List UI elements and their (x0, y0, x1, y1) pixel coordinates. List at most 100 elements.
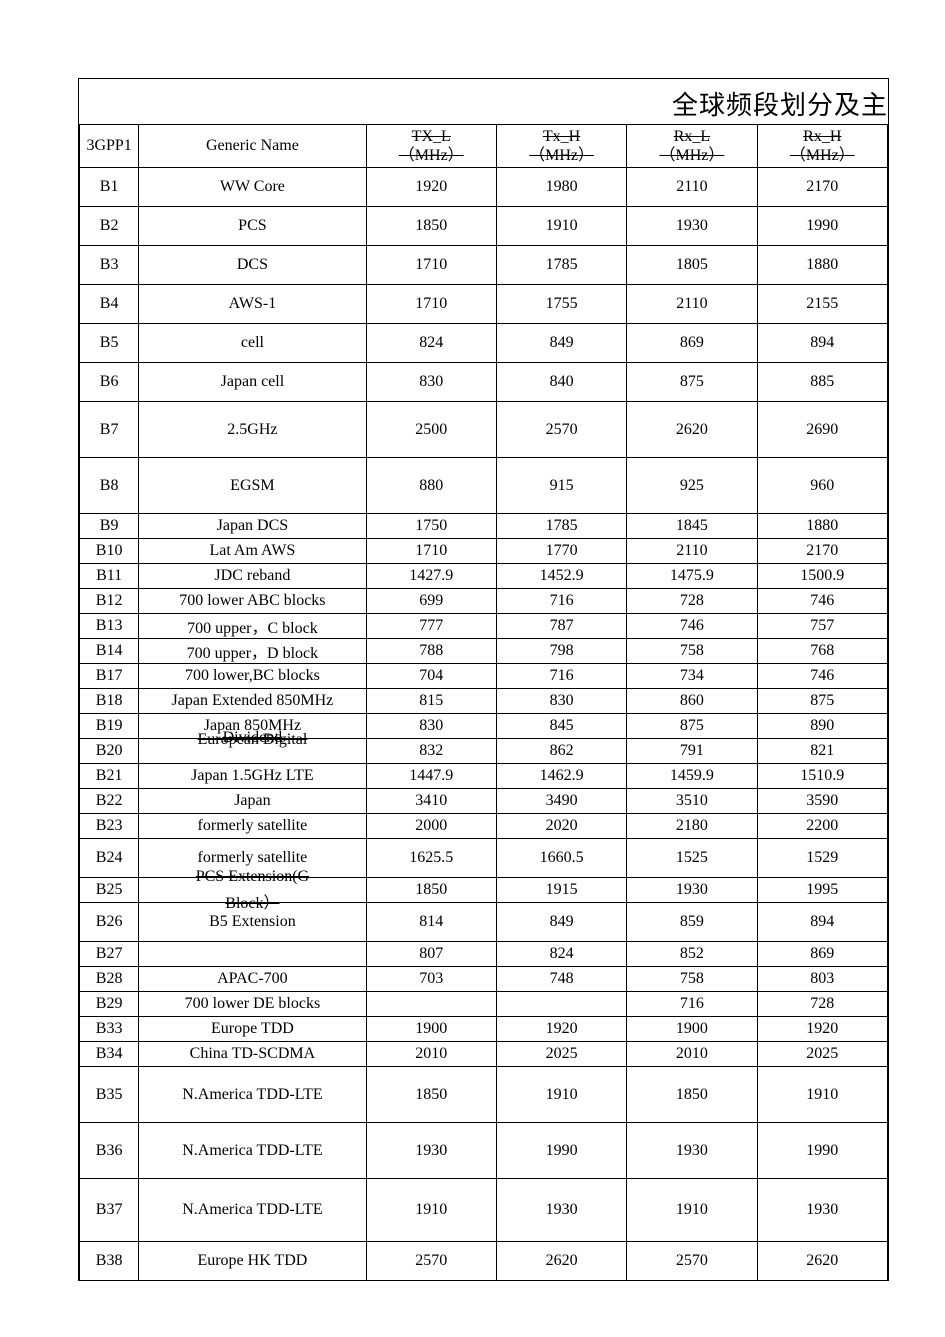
band-table: 3GPP1 Generic Name TX_L （MHz） Tx_H （MHz） (79, 124, 888, 1281)
header-label-top: Rx_L (627, 127, 756, 146)
cell-rxl: 758 (627, 967, 757, 992)
cell-generic-name: Japan 1.5GHz LTE (139, 764, 366, 789)
cell-txh: 1755 (496, 285, 626, 324)
cell-txl: 2010 (366, 1042, 496, 1067)
cell-txh: 830 (496, 689, 626, 714)
cell-txl: 1910 (366, 1179, 496, 1242)
cell-generic-name: Japan (139, 789, 366, 814)
cell-txh: 1915 (496, 878, 626, 903)
cell-rxl: 3510 (627, 789, 757, 814)
header-label-bot: （MHz） (758, 146, 887, 165)
cell-rxh: 869 (757, 942, 887, 967)
cell-rxh: 1880 (757, 246, 887, 285)
cell-band: B10 (80, 539, 139, 564)
cell-rxl: 1930 (627, 207, 757, 246)
cell-rxl: 875 (627, 363, 757, 402)
cell-rxl: 860 (627, 689, 757, 714)
cell-rxl: 869 (627, 324, 757, 363)
cell-txl: 1710 (366, 539, 496, 564)
table-row: B20Dividend.832862791821 (80, 739, 888, 764)
cell-generic-name: 700 lower,BC blocks (139, 664, 366, 689)
cell-rxh: 821 (757, 739, 887, 764)
cell-txl: 2000 (366, 814, 496, 839)
cell-generic-name: 700 lower ABC blocks (139, 589, 366, 614)
cell-generic-name: AWS-1 (139, 285, 366, 324)
cell-txl: 2570 (366, 1242, 496, 1281)
cell-rxl: 1930 (627, 1123, 757, 1179)
cell-generic-name: JDC reband (139, 564, 366, 589)
cell-rxh: 3590 (757, 789, 887, 814)
cell-band: B2 (80, 207, 139, 246)
page-title: 全球频段划分及主 (79, 79, 888, 124)
cell-band: B7 (80, 402, 139, 458)
cell-generic-name: PCS (139, 207, 366, 246)
cell-band: B6 (80, 363, 139, 402)
cell-rxh: 2155 (757, 285, 887, 324)
cell-txl: 704 (366, 664, 496, 689)
cell-txh: 1785 (496, 514, 626, 539)
cell-generic-name: EGSM (139, 458, 366, 514)
cell-txh: 798 (496, 639, 626, 664)
table-row: B33Europe TDD1900192019001920 (80, 1017, 888, 1042)
header-label-bot: （MHz） (367, 146, 496, 165)
cell-band: B17 (80, 664, 139, 689)
cell-txh: 716 (496, 664, 626, 689)
table-row: B10Lat Am AWS1710177021102170 (80, 539, 888, 564)
cell-band: B29 (80, 992, 139, 1017)
cell-generic-name: Japan cell (139, 363, 366, 402)
cell-band: B35 (80, 1067, 139, 1123)
cell-txh: 716 (496, 589, 626, 614)
cell-band: B27 (80, 942, 139, 967)
cell-rxh: 2170 (757, 539, 887, 564)
cell-txh: 2020 (496, 814, 626, 839)
cell-rxl: 1845 (627, 514, 757, 539)
table-row: B6Japan cell830840875885 (80, 363, 888, 402)
cell-txh: 845 (496, 714, 626, 739)
table-row: B22Japan3410349035103590 (80, 789, 888, 814)
header-rxl: Rx_L （MHz） (627, 125, 757, 168)
cell-rxl: 1850 (627, 1067, 757, 1123)
cell-txh: 1980 (496, 168, 626, 207)
cell-rxl: 728 (627, 589, 757, 614)
cell-generic-name: APAC-700 (139, 967, 366, 992)
header-3gpp: 3GPP1 (80, 125, 139, 168)
cell-rxl: 2110 (627, 285, 757, 324)
cell-rxl: 1910 (627, 1179, 757, 1242)
cell-rxl: 734 (627, 664, 757, 689)
cell-band: B1 (80, 168, 139, 207)
cell-rxl: 2110 (627, 539, 757, 564)
cell-rxh: 885 (757, 363, 887, 402)
cell-txl: 1447.9 (366, 764, 496, 789)
header-txh: Tx_H （MHz） (496, 125, 626, 168)
cell-band: B3 (80, 246, 139, 285)
cell-rxl: 2620 (627, 402, 757, 458)
cell-rxh: 1930 (757, 1179, 887, 1242)
cell-txl: 3410 (366, 789, 496, 814)
cell-rxl: 1525 (627, 839, 757, 878)
cell-rxh: 1500.9 (757, 564, 887, 589)
cell-band: B37 (80, 1179, 139, 1242)
cell-band: B18 (80, 689, 139, 714)
cell-rxl: 1459.9 (627, 764, 757, 789)
document-page: 全球频段划分及主 3GPP1 Generic Name TX_L （MHz） T… (0, 0, 945, 1321)
table-row: B29700 lower DE blocks716728 (80, 992, 888, 1017)
header-generic-name: Generic Name (139, 125, 366, 168)
cell-rxl: 859 (627, 903, 757, 942)
cell-txl: 830 (366, 363, 496, 402)
cell-txl: 1900 (366, 1017, 496, 1042)
cell-rxh: 1990 (757, 207, 887, 246)
cell-band: B11 (80, 564, 139, 589)
table-row: B5cell824849869894 (80, 324, 888, 363)
cell-txl: 1750 (366, 514, 496, 539)
cell-txh: 2620 (496, 1242, 626, 1281)
cell-rxh: 1880 (757, 514, 887, 539)
cell-generic-name: formerly satellite (139, 814, 366, 839)
cell-rxh: 768 (757, 639, 887, 664)
cell-txl: 824 (366, 324, 496, 363)
cell-generic-name: Lat Am AWS (139, 539, 366, 564)
cell-rxl: 875 (627, 714, 757, 739)
cell-rxh: 757 (757, 614, 887, 639)
cell-band: B14 (80, 639, 139, 664)
cell-txh: 1920 (496, 1017, 626, 1042)
cell-txh: 840 (496, 363, 626, 402)
